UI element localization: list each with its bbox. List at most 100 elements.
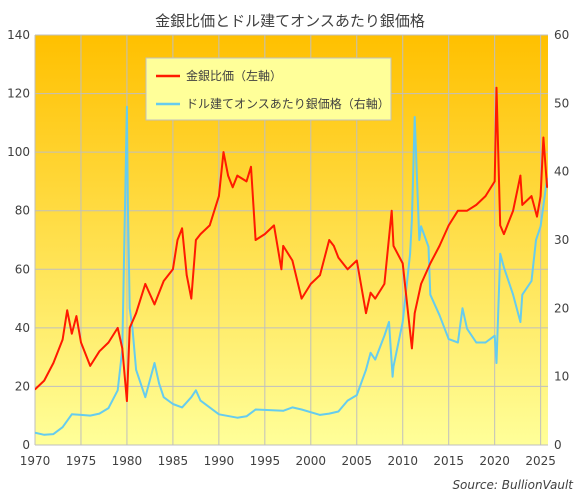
legend-label-ratio: 金銀比価（左軸） [186,68,282,83]
right-tick-label: 40 [554,165,569,179]
x-tick-label: 1980 [112,454,143,468]
data-point-ratio [519,174,522,177]
data-point-silver [461,307,464,310]
data-point-ratio [457,209,459,212]
data-point-silver [195,389,197,392]
data-point-silver [328,412,331,415]
data-point-silver [413,116,416,118]
right-tick-label: 30 [554,233,569,247]
data-point-ratio [300,297,303,300]
data-point-silver [539,225,542,228]
x-tick-label: 1995 [250,454,281,468]
data-point-ratio [512,209,514,212]
data-point-ratio [128,327,131,329]
legend-box [145,57,392,121]
data-point-ratio [61,338,64,341]
data-point-ratio [319,274,321,276]
data-point-ratio [438,245,441,247]
left-tick-label: 100 [7,145,30,159]
data-point-silver [127,205,129,207]
data-point-silver [61,426,64,429]
data-point-silver [535,239,537,241]
data-point-silver [530,280,533,282]
data-point-silver [438,314,441,317]
data-point-ratio [356,259,358,262]
data-point-ratio [530,195,533,197]
left-tick-label: 80 [15,204,30,218]
data-point-ratio [181,227,183,230]
data-point-ratio [411,347,413,350]
data-point-silver [475,341,478,344]
data-point-ratio [369,291,372,294]
right-axis: 0 10 20 30 40 50 60 [554,28,569,452]
data-point-silver [427,246,430,248]
data-point-ratio [365,312,367,315]
data-point-ratio [401,262,404,265]
right-tick-label: 50 [554,96,569,110]
data-point-ratio [333,245,335,247]
data-point-ratio [218,195,220,197]
data-point-silver [503,266,505,269]
data-point-ratio [282,245,285,247]
data-point-silver [365,369,367,371]
x-tick-label: 1970 [20,454,51,468]
data-point-silver [128,307,131,310]
data-point-silver [521,293,524,296]
data-point-silver [499,252,502,255]
left-tick-label: 140 [7,28,30,42]
data-point-silver [291,406,294,409]
right-tick-label: 60 [554,28,569,42]
data-point-silver [383,334,386,337]
data-point-silver [356,394,358,396]
x-tick-label: 1975 [66,454,97,468]
source-note: Source: BullionVault [452,478,574,492]
data-point-silver [392,365,395,368]
data-point-silver [158,382,160,385]
data-point-silver [43,434,45,436]
data-point-ratio [420,283,422,285]
data-point-silver [495,362,498,364]
data-point-silver [418,239,421,241]
data-point-ratio [310,283,312,285]
data-point-ratio [222,151,225,153]
data-point-ratio [390,209,393,212]
left-tick-label: 20 [15,379,30,393]
data-point-ratio [546,186,548,189]
data-point-ratio [98,350,101,353]
data-point-silver [144,396,147,399]
data-point-ratio [236,174,239,177]
data-point-ratio [185,274,188,276]
data-point-ratio [153,303,156,306]
left-tick-label: 0 [22,438,30,452]
data-point-silver [374,358,377,361]
data-point-silver [391,375,394,378]
data-point-silver [199,399,202,402]
data-point-ratio [273,224,275,227]
data-point-ratio [172,268,174,271]
data-point-ratio [199,233,202,235]
x-tick-label: 2010 [387,454,418,468]
data-point-ratio [121,347,124,350]
data-point-ratio [80,341,82,344]
data-point-silver [89,414,91,417]
data-point-silver [35,431,36,434]
data-point-ratio [493,180,496,183]
data-point-ratio [495,86,498,89]
data-point-ratio [280,268,283,271]
data-point-ratio [542,136,545,139]
data-point-ratio [176,239,179,241]
data-point-ratio [227,174,229,177]
data-point-silver [131,328,134,330]
left-axis: 0 20 40 60 80 100 120 140 [7,28,30,452]
data-point-ratio [447,224,450,227]
data-point-ratio [392,245,395,247]
x-tick-label: 2025 [525,454,556,468]
data-point-ratio [190,297,193,300]
series-line-silver [35,105,548,436]
data-point-ratio [374,297,377,300]
data-point-ratio [71,332,73,335]
data-point-silver [429,293,432,296]
data-point-silver [369,352,372,354]
data-point-silver [282,410,285,412]
